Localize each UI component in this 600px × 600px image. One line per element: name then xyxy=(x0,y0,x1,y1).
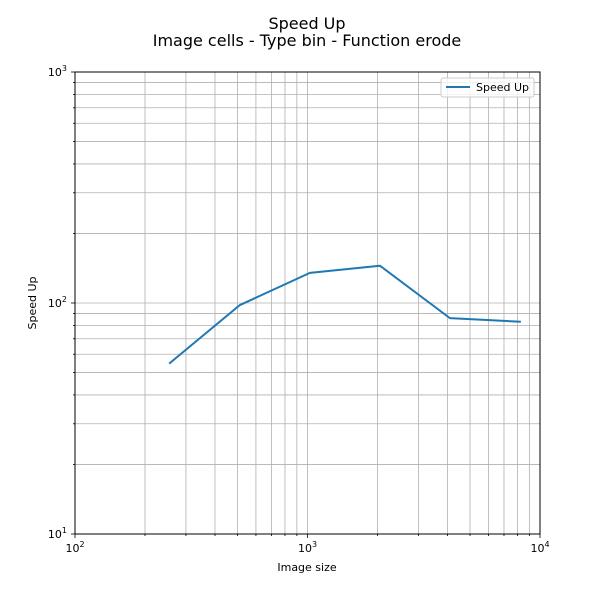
x-tick-label-base: 10 xyxy=(530,542,544,555)
y-tick-label: 102 xyxy=(48,295,67,310)
x-tick-label: 104 xyxy=(530,540,549,555)
x-tick-label-exponent: 2 xyxy=(79,540,84,549)
y-tick-label: 103 xyxy=(48,64,67,79)
chart-subtitle: Image cells - Type bin - Function erode xyxy=(153,31,462,50)
y-tick-label-exponent: 2 xyxy=(62,295,67,304)
series-line xyxy=(168,264,521,365)
x-tick-label-base: 10 xyxy=(298,542,312,555)
grid xyxy=(75,72,540,534)
x-tick-label-exponent: 3 xyxy=(312,540,317,549)
x-tick-label-base: 10 xyxy=(65,542,79,555)
series-layer xyxy=(168,264,521,365)
y-tick-label-base: 10 xyxy=(48,528,62,541)
x-axis-label: Image size xyxy=(277,561,337,574)
y-tick-label-exponent: 3 xyxy=(62,64,67,73)
x-tick-label-exponent: 4 xyxy=(544,540,549,549)
y-tick-label: 101 xyxy=(48,526,67,541)
x-tick-label: 102 xyxy=(65,540,84,555)
y-tick-label-exponent: 1 xyxy=(62,526,67,535)
y-tick-label-base: 10 xyxy=(48,66,62,79)
chart-title: Speed Up xyxy=(268,14,345,33)
legend-label: Speed Up xyxy=(476,81,529,94)
y-tick-label-base: 10 xyxy=(48,297,62,310)
y-axis-label: Speed Up xyxy=(26,276,39,329)
x-tick-label: 103 xyxy=(298,540,317,555)
legend: Speed Up xyxy=(440,77,535,98)
legend-box xyxy=(440,77,535,98)
